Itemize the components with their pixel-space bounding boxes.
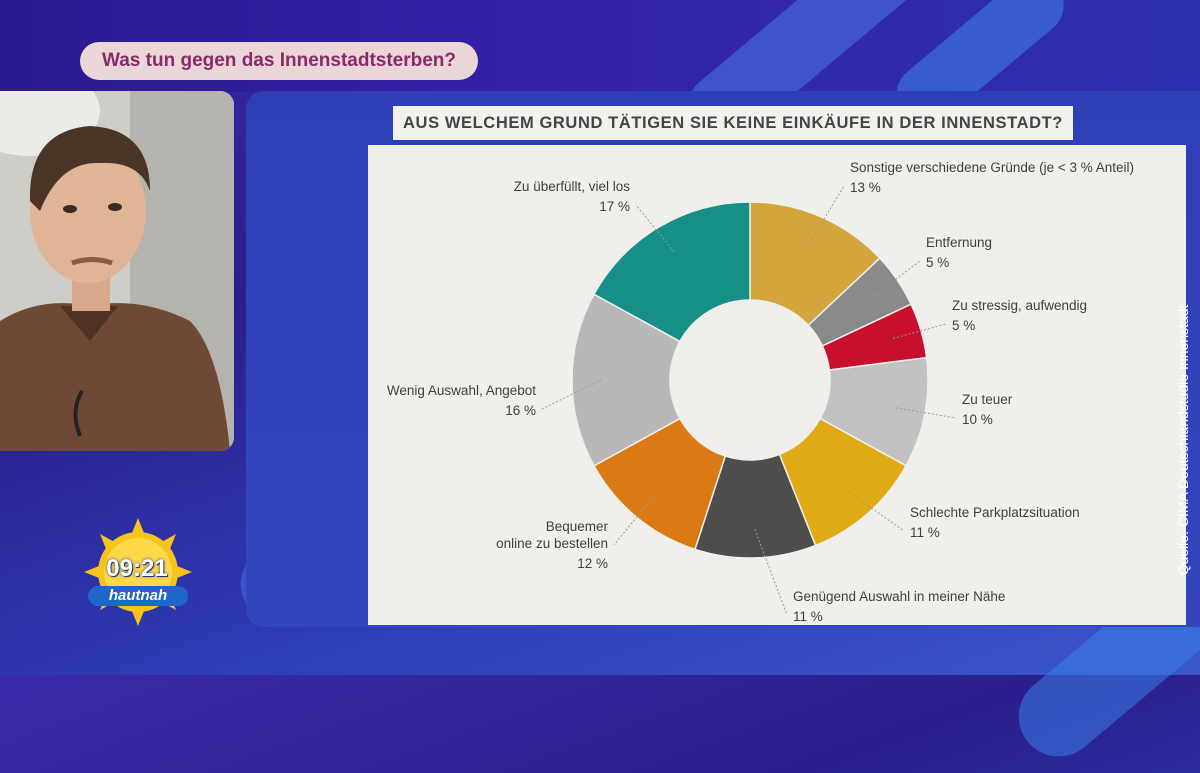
pie-slice <box>592 201 751 343</box>
slice-label: Genügend Auswahl in meiner Nähe <box>793 589 1005 604</box>
slice-value-label: 11 % <box>793 609 823 624</box>
slice-label: Wenig Auswahl, Angebot <box>387 383 536 398</box>
leader-line <box>892 323 947 339</box>
source-text: Quelle: CIMA Deutschlandstudie Innenstad… <box>1175 304 1191 576</box>
slice-value-label: 5 % <box>952 318 975 333</box>
leader-line <box>613 494 656 546</box>
donut-chart: Sonstige verschiedene Gründe (je < 3 % A… <box>387 160 1134 624</box>
slice-value-label: 17 % <box>599 199 630 214</box>
clock-badge: 09:21 hautnah <box>78 518 198 636</box>
source-credit: Quelle: CIMA Deutschlandstudie Innenstad… <box>1168 270 1198 610</box>
pie-slice <box>571 293 681 467</box>
slice-value-label: 10 % <box>962 412 993 427</box>
slice-label: Schlechte Parkplatzsituation <box>910 505 1080 520</box>
chart-title: AUS WELCHEM GRUND TÄTIGEN SIE KEINE EINK… <box>393 106 1073 140</box>
slice-label: Zu stressig, aufwendig <box>952 298 1087 313</box>
leader-line <box>848 491 905 532</box>
leader-line <box>808 185 845 244</box>
slice-label: online zu bestellen <box>496 536 608 551</box>
leader-line <box>541 379 602 410</box>
clock-time: 09:21 <box>106 555 168 582</box>
pie-slice <box>749 201 881 327</box>
slice-value-label: 16 % <box>505 403 536 418</box>
show-logo: hautnah <box>88 586 188 606</box>
slice-value-label: 5 % <box>926 255 949 270</box>
slice-value-label: 11 % <box>910 525 940 540</box>
slice-label: Sonstige verschiedene Gründe (je < 3 % A… <box>850 160 1134 175</box>
presenter-image <box>0 91 234 451</box>
slice-label: Entfernung <box>926 235 992 250</box>
slice-value-label: 12 % <box>577 556 608 571</box>
headline-text: Was tun gegen das Innenstadtsterben? <box>102 50 457 71</box>
headline-banner: Was tun gegen das Innenstadtsterben? <box>80 42 479 80</box>
presenter-video <box>0 91 234 451</box>
slice-label: Zu teuer <box>962 392 1013 407</box>
chart-card: Sonstige verschiedene Gründe (je < 3 % A… <box>368 145 1186 625</box>
slice-label: Bequemer <box>546 519 609 534</box>
leader-line <box>872 260 921 297</box>
slice-value-label: 13 % <box>850 180 881 195</box>
slice-label: Zu überfüllt, viel los <box>514 179 631 194</box>
leader-line <box>754 528 788 616</box>
